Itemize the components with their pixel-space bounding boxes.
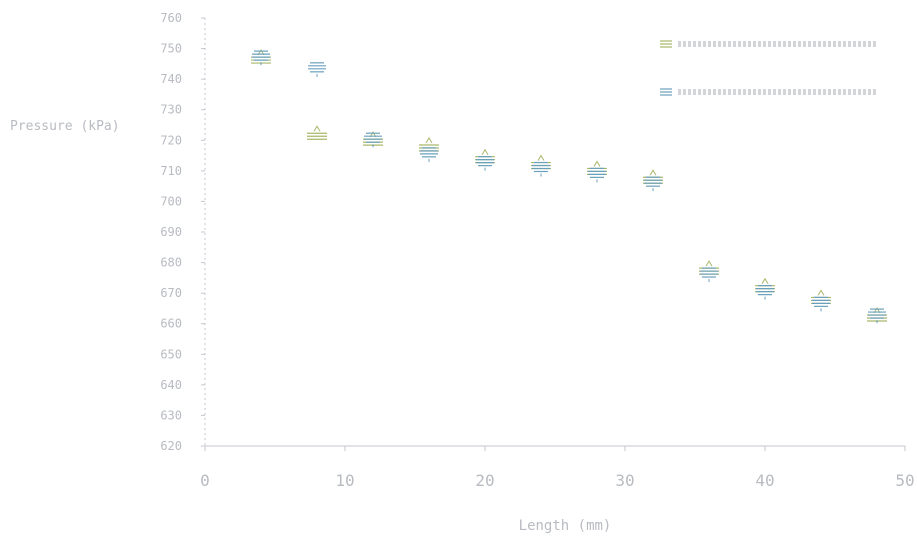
y-tick-label: 670 [160,286,182,300]
y-tick-label: 740 [160,72,182,86]
y-tick-label: 620 [160,439,182,453]
x-axis-label: Length (mm) [519,518,612,534]
y-tick-label: 720 [160,133,182,147]
data-point [700,267,718,283]
y-tick-label: 690 [160,225,182,239]
y-tick-label: 700 [160,194,182,208]
x-tick-label: 20 [475,471,494,490]
legend-marker [660,40,878,48]
y-tick-label: 730 [160,103,182,117]
data-point [588,167,606,183]
data-point [308,62,326,77]
x-tick-label: 50 [895,471,914,490]
data-point [756,285,774,300]
axes [204,18,905,447]
data-point [868,308,886,324]
legend [660,40,878,96]
data-marks [251,49,887,324]
y-axis-label: Pressure (kPa) [10,119,120,134]
data-point [419,137,439,152]
y-tick-label: 650 [160,347,182,361]
y-tick-labels: 760 750 740 730 720 710 700 690 680 670 660 650 640 6… [160,11,205,453]
data-point [812,296,830,312]
data-point [644,176,662,192]
y-tick-label: 630 [160,408,182,422]
y-tick-label: 640 [160,378,182,392]
x-tick-label: 10 [335,471,354,490]
data-point [252,50,270,66]
data-point [307,125,327,140]
x-tick-label: 30 [615,471,634,490]
x-tick-label: 40 [755,471,774,490]
data-point [420,147,438,162]
y-tick-label: 660 [160,317,182,331]
y-tick-label: 710 [160,164,182,178]
y-tick-label: 680 [160,256,182,270]
x-tick-labels: 0 10 20 30 40 50 [200,446,915,490]
data-point [364,132,382,148]
y-tick-label: 750 [160,42,182,56]
y-tick-label: 760 [160,11,182,25]
data-point [532,161,550,177]
x-tick-label: 0 [200,471,210,490]
data-point [476,156,494,171]
legend-marker [660,88,878,96]
